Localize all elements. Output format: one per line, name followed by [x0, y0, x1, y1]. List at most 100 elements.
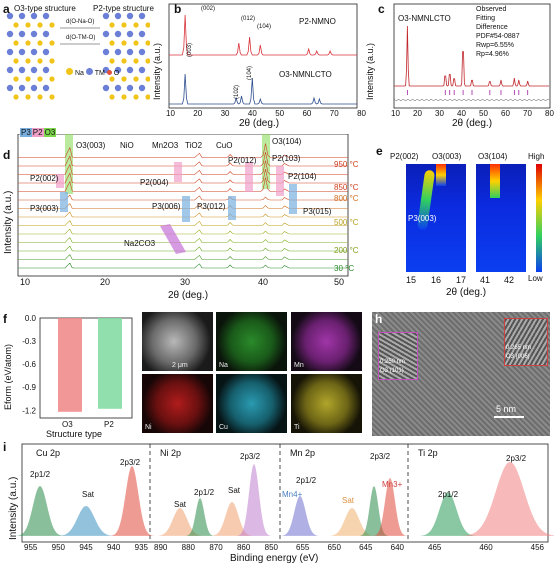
panel-b: b Intensity (a.u.) P2-NMNO O3-NMNLCTO (0… — [151, 0, 366, 130]
x-tick: 20 — [413, 109, 422, 118]
tm-atom — [42, 12, 50, 20]
xrd-trace — [18, 168, 348, 184]
eds-map-cu: Cu — [216, 374, 287, 433]
na-atom — [109, 22, 115, 28]
na-atom — [49, 58, 55, 64]
x-tick: 20 — [193, 109, 203, 118]
formation-energy-chart: -1.2 -0.9 -0.6 -0.3 0.0 — [22, 314, 133, 419]
x-tick: 10 — [166, 109, 175, 118]
na-atom — [121, 58, 127, 64]
o3-title: O3-type structure — [14, 4, 76, 13]
phase-o3: O3 — [43, 128, 57, 137]
xps-peak — [109, 466, 155, 536]
temp-label: 500 °C — [334, 218, 359, 227]
x-tick: 10 — [20, 277, 31, 287]
temp-label: 950 °C — [334, 160, 359, 169]
na-atom — [121, 76, 127, 82]
xps-peak — [185, 498, 215, 536]
x-tick: 955 — [24, 543, 38, 552]
x-tick: 70 — [329, 109, 339, 118]
x-tick: 40 — [457, 109, 466, 118]
x-axis-label: 2θ (deg.) — [452, 118, 493, 129]
tm-atom — [18, 12, 26, 20]
panel-letter: d — [3, 148, 11, 162]
xrd-trace — [18, 220, 348, 226]
y-tick: -1.2 — [22, 406, 36, 415]
peak-label: P3(006) — [152, 202, 181, 211]
na-atom — [37, 94, 43, 100]
peak-label: 2p1/2 — [438, 490, 459, 499]
x-tick: 950 — [51, 543, 66, 552]
na-atom — [133, 58, 139, 64]
panel-f: f Eform (eV/atom) -1.2 -0.9 -0.6 -0.3 0.0 O3… — [0, 310, 138, 439]
peak-label: Sat — [174, 500, 187, 509]
x-tick: 20 — [100, 277, 111, 287]
top-label: O3(003) — [432, 152, 462, 161]
na-atom — [25, 22, 31, 28]
eds-map-ti: Ti — [291, 374, 362, 433]
tm-atom — [114, 12, 122, 20]
top-label: O3(104) — [478, 152, 508, 161]
xps-peak — [56, 506, 116, 536]
tm-atom — [138, 84, 146, 92]
marker-tio2: TiO2 — [185, 141, 203, 150]
temp-label: 30 °C — [334, 264, 355, 273]
na-atom — [109, 40, 115, 46]
panel-e: e High Low P2(002) O3(003) O3(104) P3(00… — [376, 142, 554, 302]
x-tick: 50 — [479, 109, 488, 118]
tm-atom — [114, 48, 122, 56]
xps-peak — [280, 496, 320, 536]
x-tick: 456 — [530, 543, 544, 552]
p2-series-label: P2-NMNO — [299, 17, 336, 26]
y-tick: -0.3 — [22, 337, 36, 346]
x-tick: 640 — [390, 543, 404, 552]
na-atom — [25, 76, 31, 82]
panel-letter: f — [3, 312, 7, 326]
x-tick: 60 — [302, 109, 312, 118]
na-atom — [121, 22, 127, 28]
na-atom — [49, 40, 55, 46]
section-title: Ti 2p — [418, 448, 438, 458]
na-atom — [145, 94, 150, 100]
spacing-label: 0.250 nm — [380, 359, 406, 365]
peak-label: 2p3/2 — [370, 452, 391, 461]
na-dot-icon — [66, 68, 73, 75]
na-atom — [25, 94, 31, 100]
colorbar-low: Low — [528, 274, 543, 283]
rp-value: Rp=4.96% — [476, 51, 509, 58]
x-tick: 860 — [236, 543, 251, 552]
panel-letter: b — [174, 2, 182, 16]
tm-atom — [30, 12, 38, 20]
na-atom — [37, 40, 43, 46]
tm-atom — [102, 12, 110, 20]
xrd-trace — [18, 254, 348, 260]
peak-label: Sat — [228, 486, 241, 495]
panel-letter: i — [3, 440, 7, 454]
panel-letter: h — [375, 312, 383, 326]
d-o-tm-o-label: d(O-TM-O) — [66, 35, 96, 41]
y-tick: -0.9 — [22, 383, 36, 392]
tm-atom — [102, 84, 110, 92]
tm-atom — [6, 84, 14, 92]
peak-label: P2(002) — [30, 174, 59, 183]
o-dot-icon — [106, 70, 112, 75]
peak-label: (002) — [201, 6, 216, 12]
na-atom — [145, 76, 150, 82]
x-ticks: 955 950 945 940 935 — [24, 543, 148, 552]
tm-atom — [114, 84, 122, 92]
tm-atom — [18, 30, 26, 38]
category-label: O3 — [62, 420, 73, 429]
tm-atom — [18, 84, 26, 92]
tm-atom — [6, 66, 14, 74]
peak-label: P2(103) — [272, 154, 301, 163]
xps-peak — [155, 508, 205, 536]
d-o-na-o-label: d(O-Na-O) — [66, 19, 95, 25]
tm-atom — [30, 30, 38, 38]
xps-peak — [372, 478, 408, 536]
tm-atom — [126, 48, 134, 56]
section-title: Cu 2p — [36, 448, 61, 458]
x-tick: 30 — [435, 109, 444, 118]
inner-label: P3(003) — [408, 214, 437, 223]
x-tick: 945 — [79, 543, 93, 552]
tm-atom — [126, 30, 134, 38]
